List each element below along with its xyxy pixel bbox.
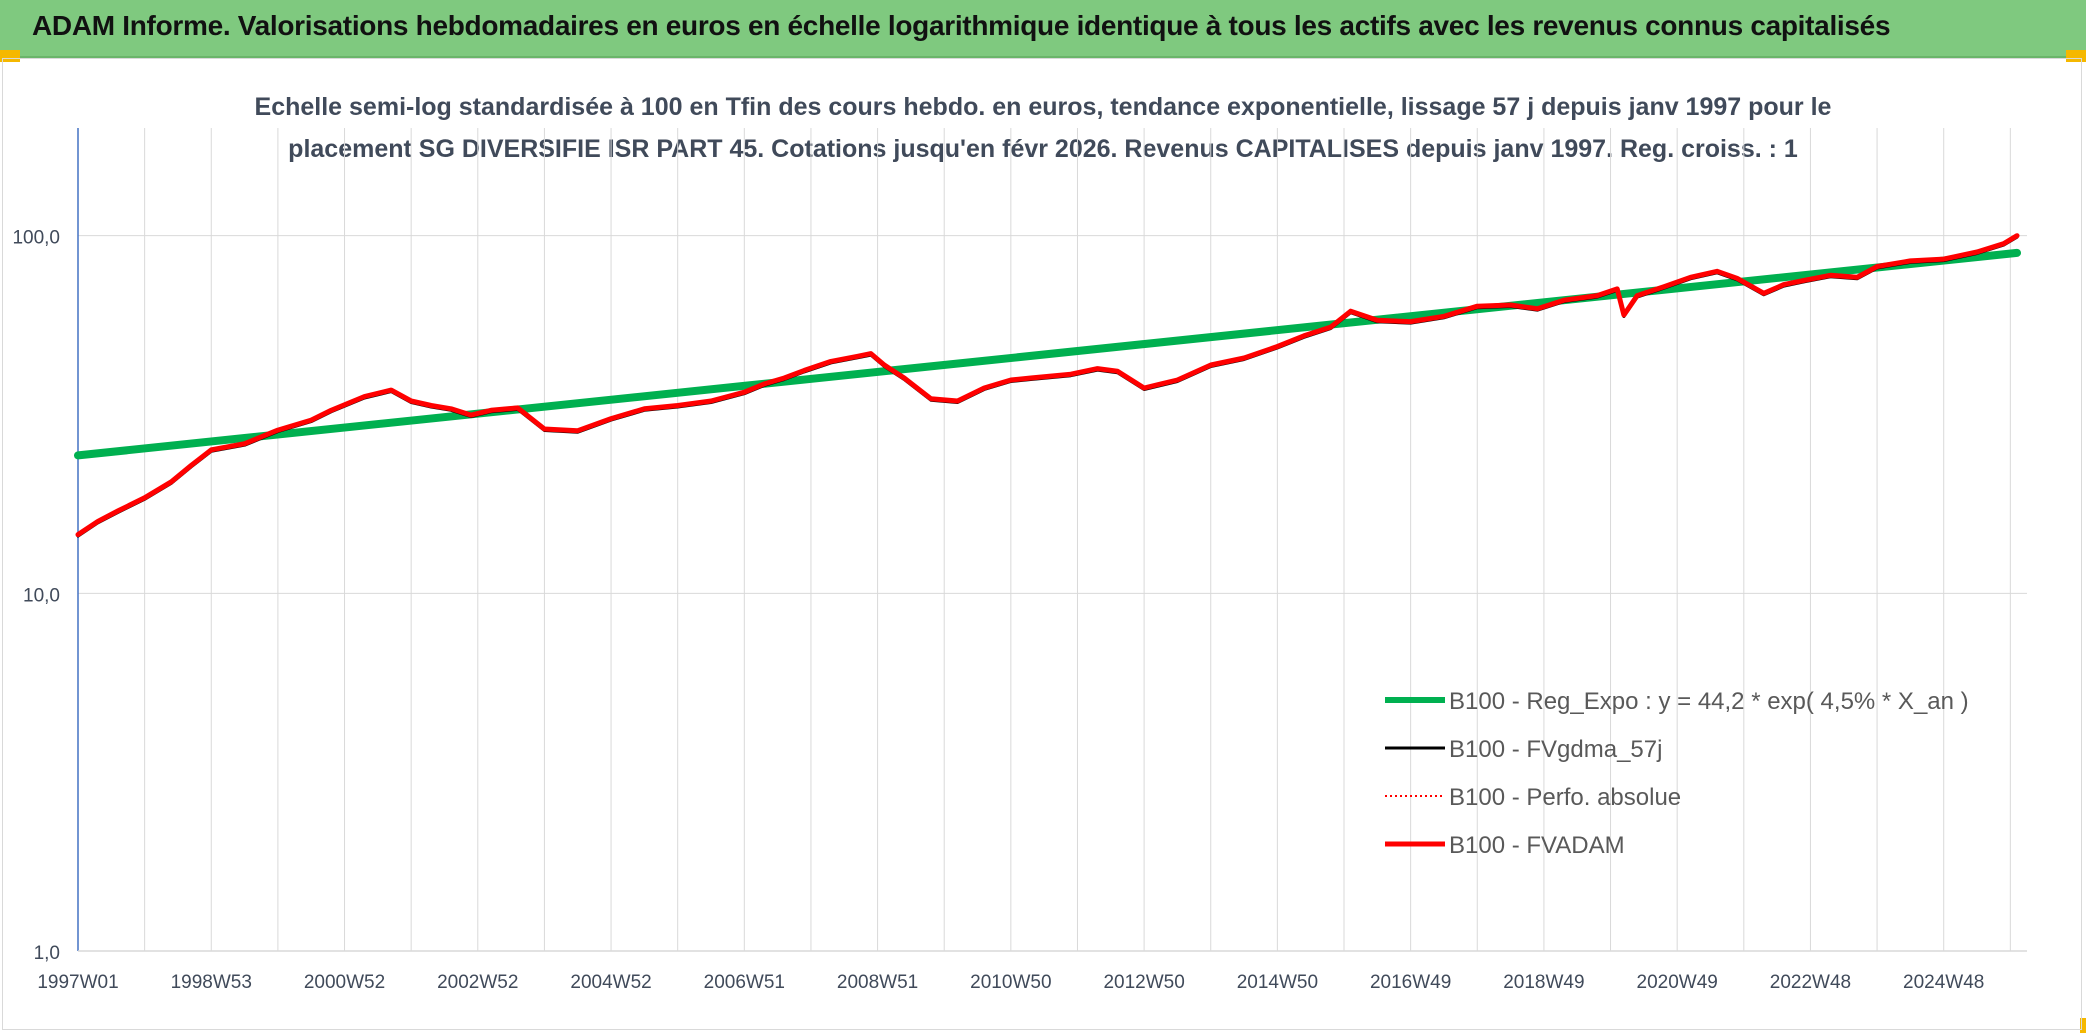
x-tick-label: 2004W52 [570,972,651,993]
x-tick-label: 2012W50 [1103,972,1184,993]
axes: 1,0 10,0 100,0 1997W01 1998W53 2000W52 2002W52… [12,128,2027,993]
y-tick-label: 10,0 [23,585,60,606]
legend-label-2: B100 - Perfo. absolue [1449,784,1681,811]
report-banner: ADAM Informe. Valorisations hebdomadaire… [0,0,2086,58]
legend-label-0: B100 - Reg_Expo : y = 44,2 * exp( 4,5% *… [1449,688,1969,715]
series-line-0 [74,248,2021,460]
legend-label-1: B100 - FVgdma_57j [1449,736,1662,763]
y-tick-label: 100,0 [12,228,60,249]
series-line-2 [77,234,2018,536]
chart-subtitle: Echelle semi-log standardisée à 100 en T… [0,86,2086,170]
x-tick-label: 2018W49 [1503,972,1584,993]
x-tick-label: 2024W48 [1903,972,1984,993]
grid-lines [77,128,2027,952]
chart-subtitle-line2: placement SG DIVERSIFIE ISR PART 45. Cot… [288,135,1798,163]
x-tick-label: 1998W53 [171,972,252,993]
banner-title: ADAM Informe. Valorisations hebdomadaire… [32,10,1891,41]
series-lines [74,233,2021,538]
x-tick-label: 2014W50 [1237,972,1318,993]
x-tick-label: 2010W50 [970,972,1051,993]
x-tick-label: 2006W51 [704,972,785,993]
x-tick-label: 1997W01 [37,972,118,993]
x-tick-label: 2008W51 [837,972,918,993]
corner-marker-bottom-right [2080,1018,2086,1033]
x-tick-label: 2002W52 [437,972,518,993]
x-tick-label: 2000W52 [304,972,385,993]
corner-marker-top-left [0,50,20,62]
chart-frame [2,58,2082,1030]
legend-label-3: B100 - FVADAM [1449,832,1625,859]
x-tick-label: 2022W48 [1770,972,1851,993]
x-tick-label: 2016W49 [1370,972,1451,993]
y-tick-label: 1,0 [34,943,60,964]
chart-subtitle-line1: Echelle semi-log standardisée à 100 en T… [254,93,1832,121]
x-tick-label: 2020W49 [1637,972,1718,993]
legend: B100 - Reg_Expo : y = 44,2 * exp( 4,5% *… [1385,688,1969,859]
